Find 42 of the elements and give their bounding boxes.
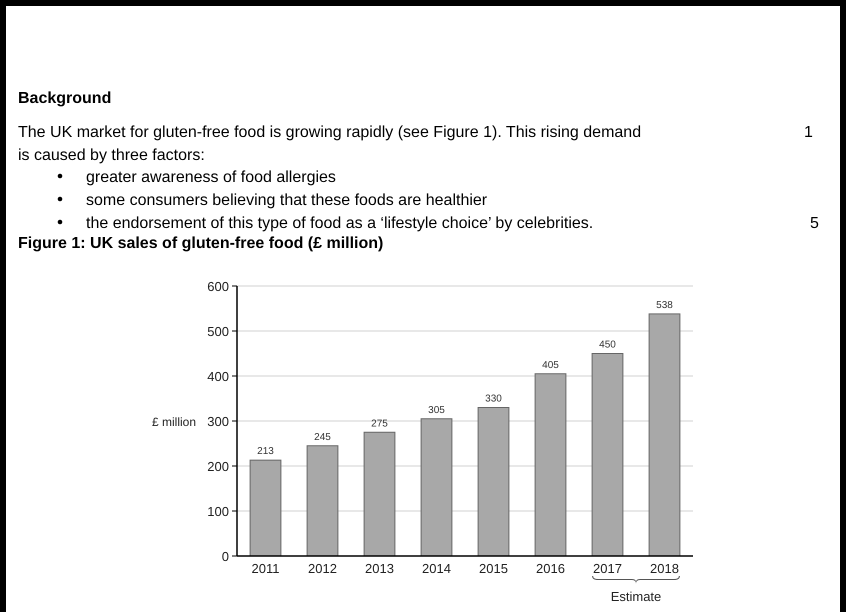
data-label: 245 [314,432,332,443]
x-tick-label: 2016 [536,561,565,576]
bar [478,407,510,556]
bar [534,373,566,556]
data-label: 405 [542,360,560,371]
text: some consumers believing that these foods are healthier [86,192,488,209]
y-tick-label: 400 [207,369,229,384]
bar [306,445,338,556]
data-label: 305 [428,404,446,416]
x-tick-label: 2015 [479,561,508,576]
x-tick-label: 2013 [365,561,394,576]
x-tick-label: 2011 [252,561,280,576]
y-tick-label: 200 [207,459,229,474]
x-tick-label: 2017 [593,561,622,576]
x-tick-label: 2018 [650,561,679,576]
bar [364,432,396,556]
x-tick-label: 2012 [308,561,337,576]
text: greater awareness of food allergies [86,169,336,186]
data-label: 450 [599,340,616,350]
text: The UK market for gluten-free food is growing rapidly (see Figure 1). This rising demand [18,124,642,141]
x-tick-label: 2014 [422,561,451,576]
y-tick-label: 0 [222,549,229,564]
text: Estimate [610,589,662,604]
data-label: 330 [485,394,502,404]
data-label: 275 [371,418,388,430]
text: is caused by three factors: [18,147,205,164]
y-tick-label: 100 [207,504,229,519]
y-tick-label: 600 [207,279,229,294]
data-label: 538 [656,300,674,311]
text: 5 [810,215,819,232]
text: the endorsement of this type of food as a ‘lifestyle choice’ by celebrities. [86,215,594,232]
y-axis-title: £ million [152,415,196,429]
y-tick-label: 500 [207,324,229,339]
bar [250,460,282,556]
text: Background [18,90,112,107]
y-tick-label: 300 [207,414,229,429]
bar [420,418,452,556]
bar [592,353,624,556]
chart-title: Figure 1: UK sales of gluten-free food (£ million) [18,235,384,252]
bar [648,313,680,556]
text: 1 [804,124,813,141]
data-label: 213 [257,446,274,458]
